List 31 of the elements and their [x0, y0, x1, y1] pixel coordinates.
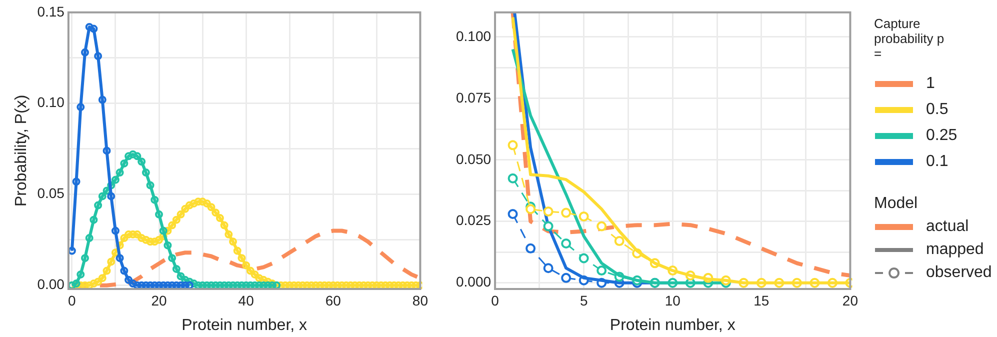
text: observed: [926, 264, 992, 282]
y-tick-label: 0.000: [456, 274, 492, 290]
x-axis-title: Protein number, x: [182, 316, 308, 334]
x-tick-label: 80: [412, 292, 428, 308]
y-tick-label: 0.075: [456, 89, 492, 106]
y-tick-label: 0.10: [37, 94, 65, 110]
legend-title: Capture probability p =: [874, 16, 946, 61]
x-tick-label: 0: [68, 292, 76, 308]
x-tick-label: 5: [580, 292, 588, 308]
x-tick-label: 10: [664, 292, 681, 308]
x-tick-label: 40: [238, 292, 254, 308]
y-tick-label: 0.00: [37, 276, 65, 292]
text: mapped: [926, 240, 984, 258]
y-tick-label: 0.15: [37, 3, 65, 20]
x-tick-label: 20: [842, 292, 858, 308]
x-tick-label: 15: [754, 292, 770, 308]
y-tick-label: 0.05: [37, 185, 65, 202]
x-tick-label: 20: [151, 292, 167, 308]
x-tick-label: 60: [325, 292, 342, 308]
legend-label: 0.5: [926, 101, 948, 119]
legend-label: 1: [926, 75, 935, 93]
x-tick-label: 0: [491, 292, 500, 308]
text: Model: [874, 195, 919, 213]
y-axis-title: Probability, P(x): [13, 94, 30, 207]
legend-label: 0.1: [926, 153, 948, 171]
text: actual: [926, 218, 969, 236]
x-axis-title: Protein number, x: [610, 316, 736, 334]
legend-label: 0.25: [926, 127, 958, 145]
y-tick-label: 0.100: [456, 28, 492, 44]
y-tick-label: 0.025: [456, 212, 492, 228]
y-tick-label: 0.050: [456, 150, 492, 167]
